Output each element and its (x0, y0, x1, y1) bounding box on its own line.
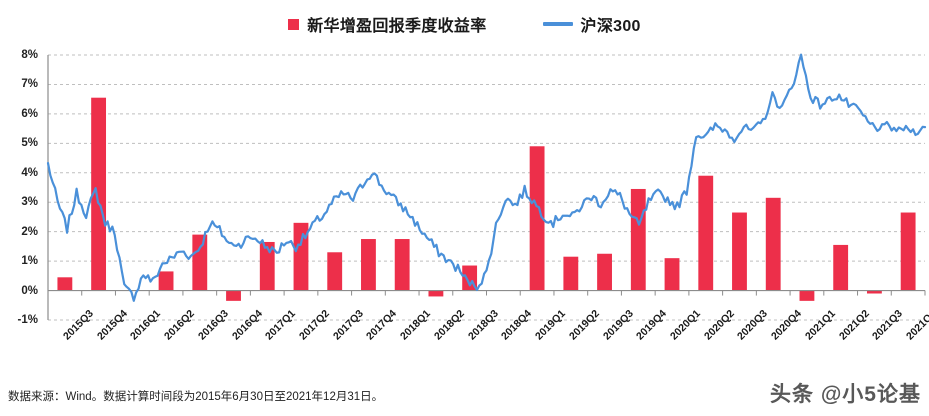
y-tick-label: 6% (21, 107, 38, 120)
plot-area: 8% 7% 6% 5% 4% 3% 2% 1% 0% -1% (0, 44, 929, 334)
y-tick-label: 2% (21, 225, 38, 238)
bar (833, 244, 849, 291)
line-series (46, 53, 927, 302)
red-square-icon (288, 18, 300, 30)
bar (91, 97, 107, 291)
bar (563, 256, 579, 291)
bar (361, 239, 376, 291)
bar (226, 290, 241, 301)
legend-item-fund: 新华增盈回报季度收益率 (288, 12, 486, 36)
y-tick-label: 3% (21, 196, 38, 209)
bar (664, 258, 680, 291)
y-tick-label: 7% (21, 78, 38, 91)
bar (259, 241, 275, 291)
bar (158, 271, 174, 291)
y-tick-label: -1% (17, 314, 38, 326)
bar (698, 175, 714, 291)
legend-item-index: 沪深300 (542, 12, 641, 36)
bar (732, 212, 747, 291)
x-tick-marks (47, 290, 926, 296)
y-tick-label: 1% (21, 255, 38, 268)
watermark: 头条 @小5论基 (770, 383, 921, 406)
bar (529, 146, 545, 291)
y-axis-ticks: 8% 7% 6% 5% 4% 3% 2% 1% 0% -1% (0, 44, 42, 334)
bar (630, 188, 646, 291)
legend-label-fund: 新华增盈回报季度收益率 (307, 18, 487, 35)
bar (57, 277, 73, 291)
y-tick-label: 0% (21, 284, 38, 297)
blue-line-icon (542, 22, 573, 26)
bar (765, 197, 781, 291)
plot-svg (46, 53, 927, 321)
bar (192, 234, 208, 291)
bar (327, 252, 343, 291)
bar (428, 290, 444, 297)
source-note: 数据来源：Wind。数据计算时间段为2015年6月30日至2021年12月31日… (8, 391, 384, 403)
bar (799, 290, 815, 301)
bar (293, 222, 309, 291)
y-tick-label: 8% (21, 49, 38, 61)
gridlines (48, 54, 925, 321)
y-tick-label: 5% (21, 137, 38, 150)
bar (597, 253, 612, 291)
bar (900, 212, 916, 291)
bar (866, 290, 882, 294)
legend-label-index: 沪深300 (580, 18, 641, 35)
bar (394, 239, 410, 291)
chart-legend: 新华增盈回报季度收益率 沪深300 (0, 8, 929, 40)
y-tick-label: 4% (21, 166, 38, 179)
